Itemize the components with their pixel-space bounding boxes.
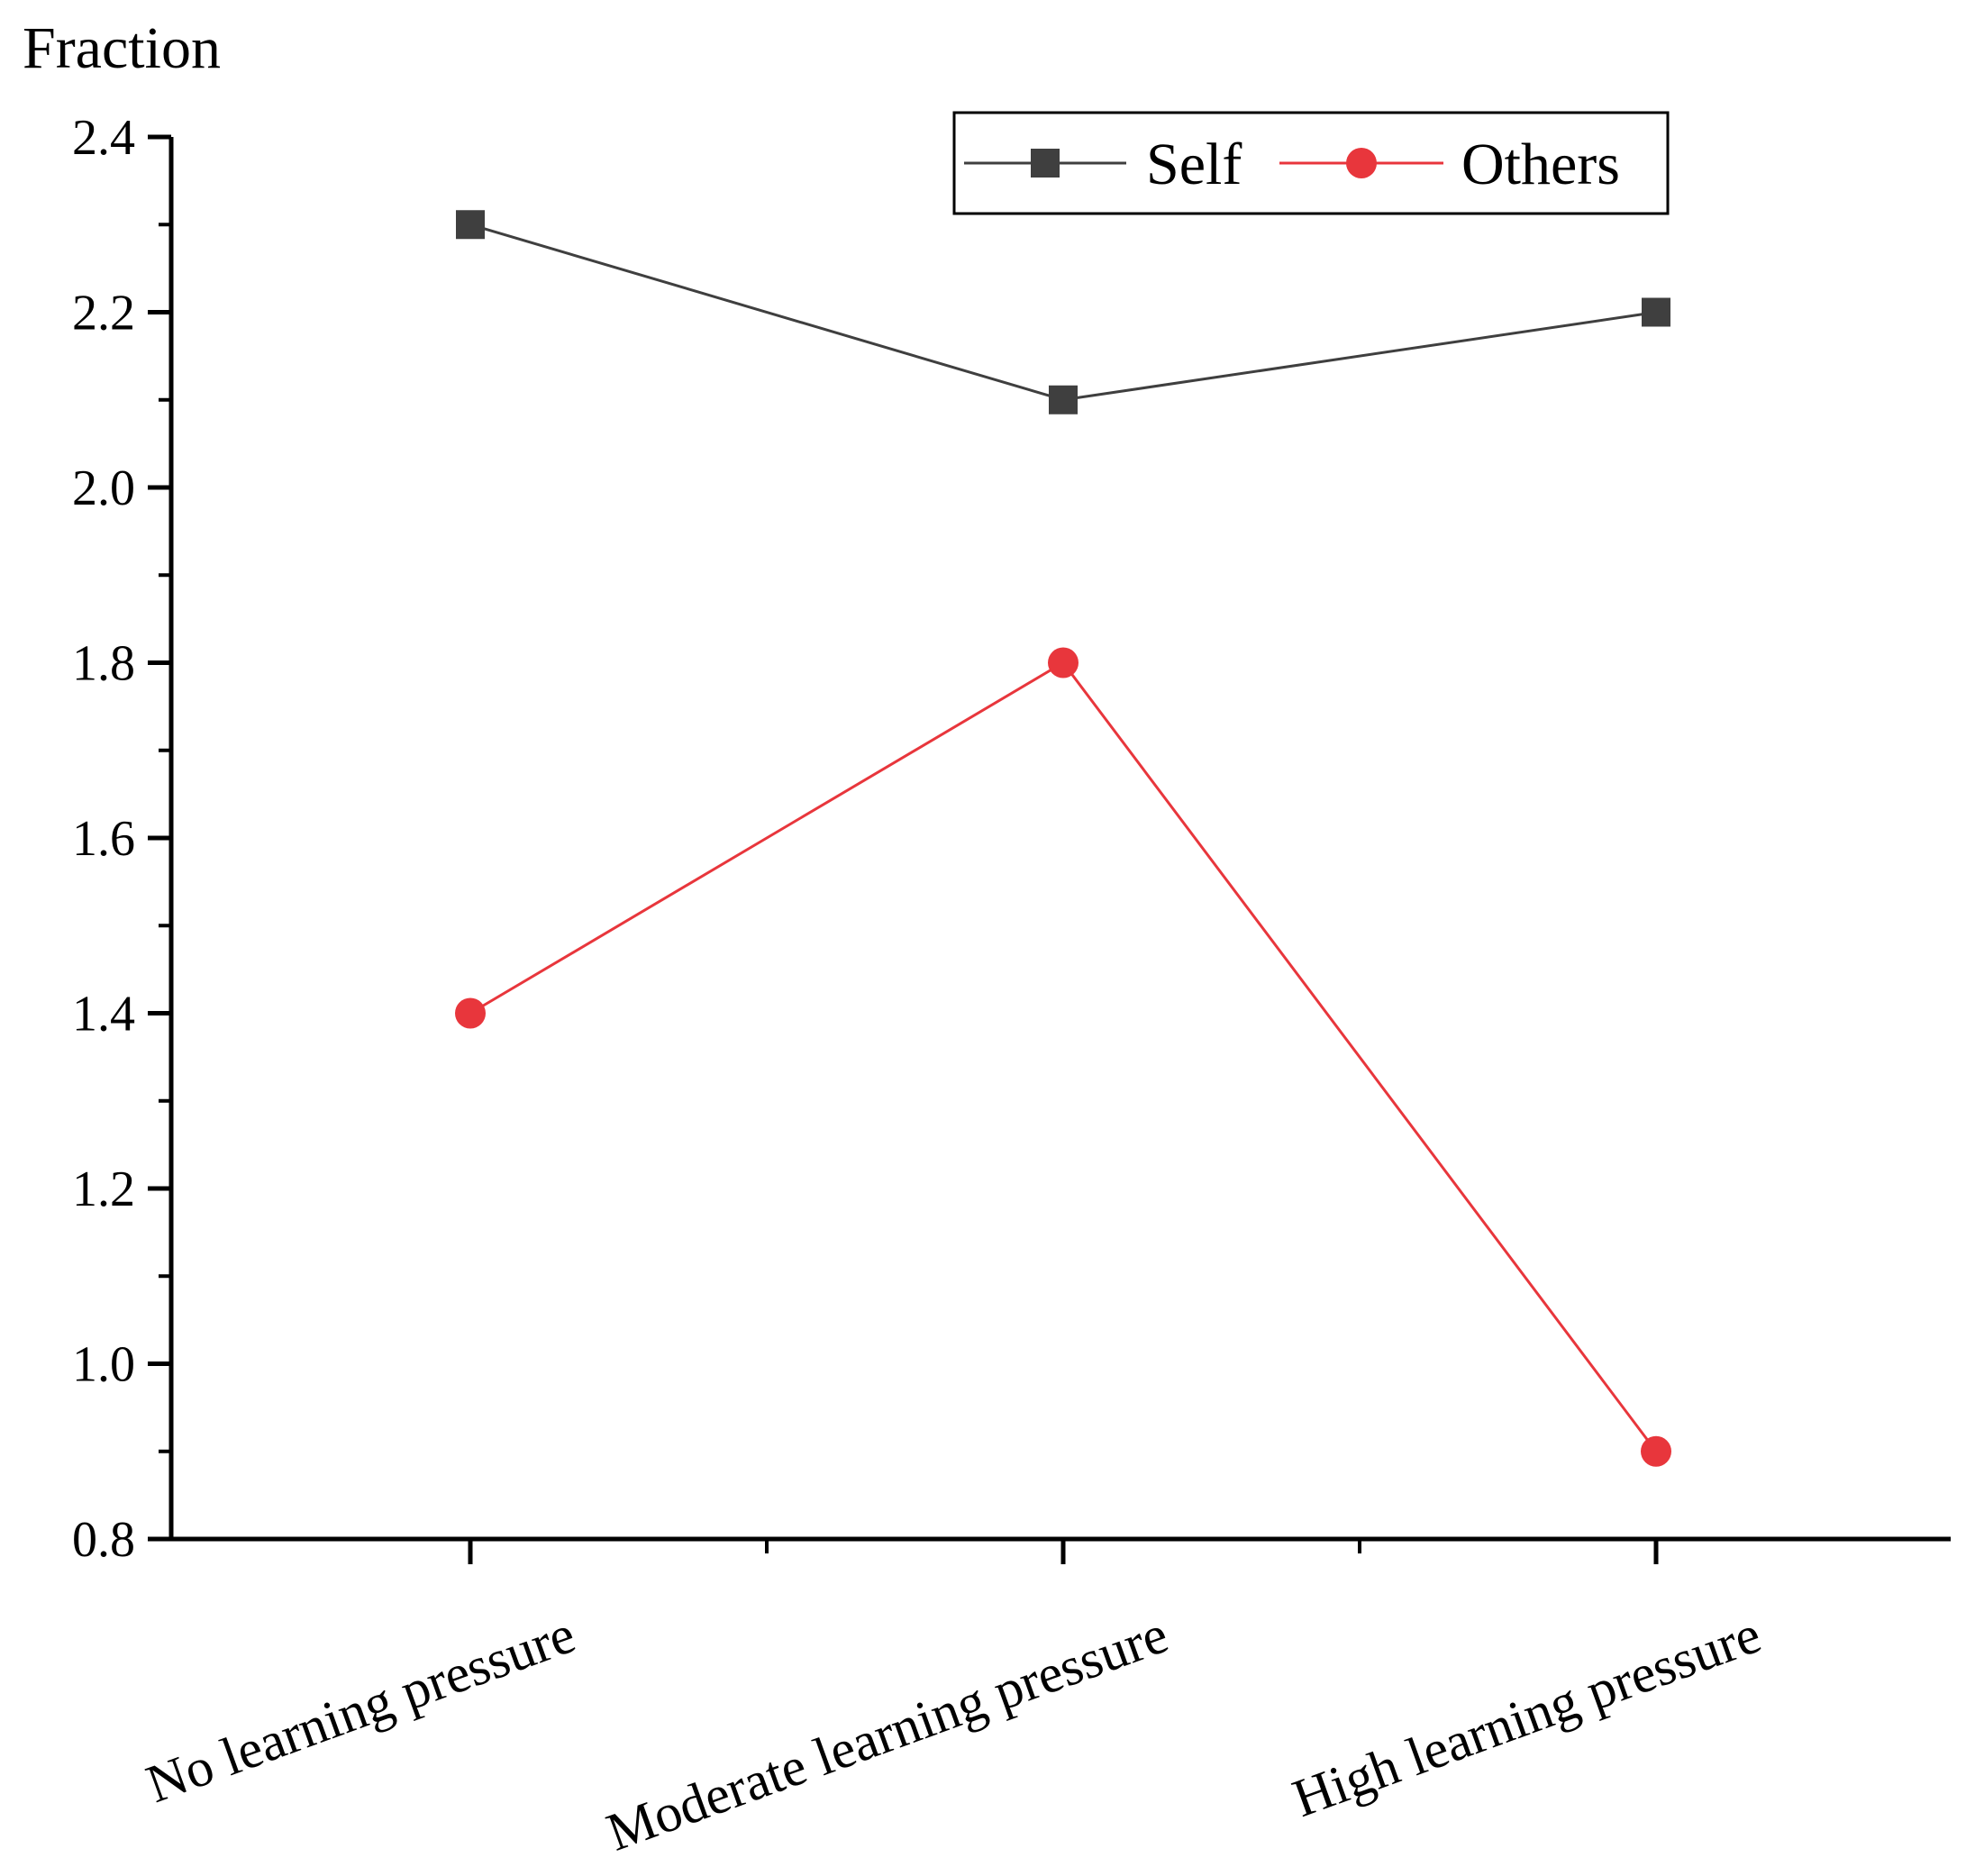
x-tick-label: No learning pressure — [139, 1604, 582, 1814]
x-tick-label: Moderate learning pressure — [599, 1604, 1175, 1862]
series-line-others — [469, 660, 1658, 1453]
y-tick-label: 2.2 — [72, 286, 135, 342]
x-ticks: No learning pressure Moderate learning pr… — [139, 1539, 1768, 1862]
y-axis-title: Fraction — [23, 15, 221, 81]
legend-label-self: Self — [1146, 132, 1242, 197]
y-tick-label: 2.4 — [72, 110, 135, 166]
data-point-self — [456, 210, 485, 240]
data-point-others — [455, 997, 486, 1029]
y-tick-label: 0.8 — [72, 1512, 135, 1568]
legend-marker-others — [1346, 148, 1377, 178]
x-tick-label: High learning pressure — [1285, 1604, 1768, 1828]
y-ticks: 0.8 1.0 1.2 1.4 1.6 1.8 2.0 2.2 2.4 — [72, 110, 171, 1568]
y-tick-label: 1.4 — [72, 987, 135, 1043]
data-point-others — [1048, 647, 1079, 678]
legend-label-others: Others — [1461, 132, 1620, 197]
y-tick-label: 2.0 — [72, 460, 135, 516]
legend-marker-self — [1031, 149, 1060, 178]
y-tick-label: 1.2 — [72, 1161, 135, 1217]
data-point-self — [1049, 385, 1078, 414]
series-markers — [455, 210, 1671, 1467]
data-point-others — [1641, 1435, 1671, 1467]
series-line-self — [469, 223, 1657, 402]
y-tick-label: 1.8 — [72, 636, 135, 692]
y-tick-label: 1.0 — [72, 1337, 135, 1393]
y-tick-label: 1.6 — [72, 811, 135, 867]
data-point-self — [1642, 297, 1670, 327]
legend: Self Others — [952, 111, 1670, 215]
axes — [168, 137, 1951, 1542]
